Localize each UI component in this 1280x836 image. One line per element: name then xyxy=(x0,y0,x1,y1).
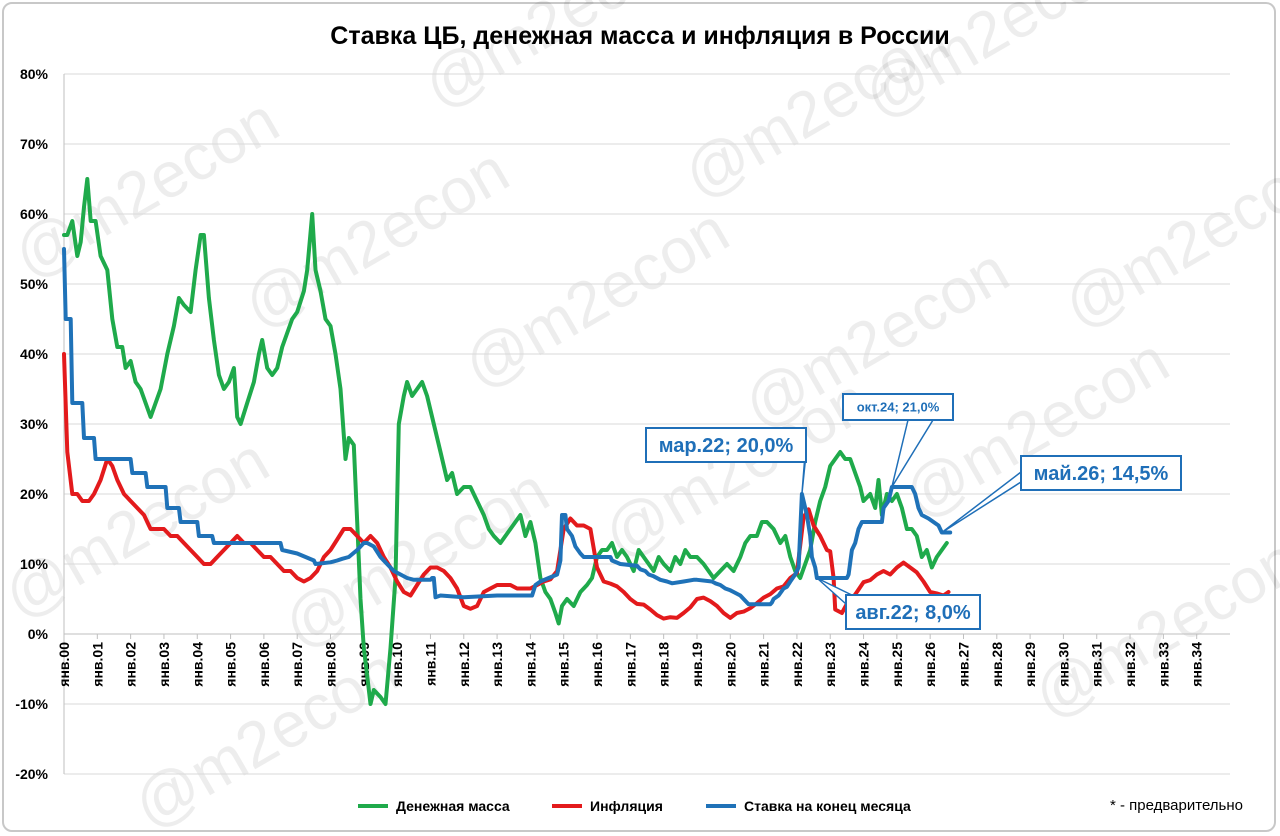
legend-label: Инфляция xyxy=(590,798,663,814)
watermark-text: @m2econ xyxy=(271,453,560,662)
x-tick-label: янв.03 xyxy=(156,642,172,687)
y-tick-label: 70% xyxy=(20,136,49,152)
watermark-text: @m2econ xyxy=(591,363,880,572)
x-tick-label: янв.23 xyxy=(822,642,838,687)
x-tick-label: янв.13 xyxy=(489,642,505,687)
annotation-layer: мар.22; 20,0% авг.22; 8,0% окт.24; 21,0% ма… xyxy=(645,393,1182,630)
x-tick-label: янв.11 xyxy=(422,642,438,686)
annotation-box xyxy=(1020,455,1182,491)
series-line-inflation xyxy=(62,352,951,621)
x-tick-label: янв.30 xyxy=(1055,642,1071,687)
x-tick-label: янв.16 xyxy=(589,642,605,687)
series-line-money-supply xyxy=(62,177,949,706)
x-tick-label: янв.01 xyxy=(89,642,105,687)
x-tick-label: янв.15 xyxy=(556,642,572,687)
annotation-label: мар.22; 20,0% xyxy=(659,435,794,457)
x-tick-label: янв.28 xyxy=(989,642,1005,687)
x-axis-ticks: янв.00 янв.01 янв.02 янв.03 янв.04 янв.05 янв.… xyxy=(56,634,1205,687)
x-tick-label: янв.29 xyxy=(1022,642,1038,687)
grid-lines xyxy=(63,73,1230,775)
watermark-text: @m2econ xyxy=(411,0,700,122)
annotation-label: май.26; 14,5% xyxy=(1034,463,1169,485)
y-tick-label: 50% xyxy=(20,276,49,292)
y-tick-label: -20% xyxy=(15,766,48,782)
x-tick-label: янв.22 xyxy=(789,642,805,687)
x-tick-label: янв.34 xyxy=(1189,642,1205,687)
annotation-box xyxy=(842,393,954,421)
x-tick-label: янв.08 xyxy=(323,642,339,687)
y-tick-label: -10% xyxy=(15,696,48,712)
legend-label: Денежная масса xyxy=(396,798,510,814)
series-line-key-rate xyxy=(62,247,953,607)
watermark-text: @m2econ xyxy=(231,133,520,342)
y-tick-label: 0% xyxy=(28,626,49,642)
x-tick-label: янв.20 xyxy=(722,642,738,687)
y-tick-label: 20% xyxy=(20,486,49,502)
watermark-text: @m2econ xyxy=(1021,523,1280,732)
x-tick-label: янв.33 xyxy=(1155,642,1171,687)
y-tick-label: 10% xyxy=(20,556,49,572)
watermark-text: @m2econ xyxy=(891,323,1180,532)
series-layer xyxy=(62,177,953,706)
x-tick-label: янв.10 xyxy=(389,642,405,687)
annotation-label: авг.22; 8,0% xyxy=(855,602,971,624)
x-tick-label: янв.07 xyxy=(289,642,305,687)
legend-label: Ставка на конец месяца xyxy=(744,798,911,814)
watermark-text: @m2econ xyxy=(451,193,740,402)
x-tick-label: янв.27 xyxy=(955,642,971,687)
x-tick-label: янв.26 xyxy=(922,642,938,687)
watermark-text: @m2econ xyxy=(1051,133,1280,342)
x-tick-label: янв.19 xyxy=(689,642,705,687)
y-tick-label: 60% xyxy=(20,206,49,222)
x-tick-label: янв.32 xyxy=(1122,642,1138,687)
x-tick-label: янв.18 xyxy=(656,642,672,687)
y-tick-label: 80% xyxy=(20,66,49,82)
watermark-text: @m2econ xyxy=(1,83,290,292)
watermark-text: @m2econ xyxy=(0,423,280,632)
x-tick-label: янв.21 xyxy=(756,642,772,687)
annotation-label: окт.24; 21,0% xyxy=(857,400,940,415)
annotation-box xyxy=(645,427,807,463)
x-tick-label: янв.12 xyxy=(456,642,472,687)
x-tick-label: янв.05 xyxy=(223,642,239,687)
y-tick-label: 40% xyxy=(20,346,49,362)
x-tick-label: янв.31 xyxy=(1089,642,1105,687)
x-tick-label: янв.25 xyxy=(889,642,905,687)
x-tick-label: янв.14 xyxy=(522,642,538,687)
x-tick-label: янв.24 xyxy=(856,642,872,687)
x-tick-label: янв.04 xyxy=(189,642,205,687)
x-tick-label: янв.02 xyxy=(123,642,139,687)
x-tick-label: янв.06 xyxy=(256,642,272,687)
footnote: * - предварительно xyxy=(1110,797,1243,814)
x-tick-label: янв.00 xyxy=(56,642,72,687)
chart-title: Ставка ЦБ, денежная масса и инфляция в Р… xyxy=(330,22,949,50)
x-tick-label: янв.17 xyxy=(622,642,638,687)
annotation-box xyxy=(845,594,981,630)
legend: Денежная масса Инфляция Ставка на конец ме… xyxy=(358,798,911,814)
y-tick-label: 30% xyxy=(20,416,49,432)
y-axis-ticks: -20% -10% 0% 10% 20% 30% 40% 50% 60% 70% 80% xyxy=(15,66,48,782)
